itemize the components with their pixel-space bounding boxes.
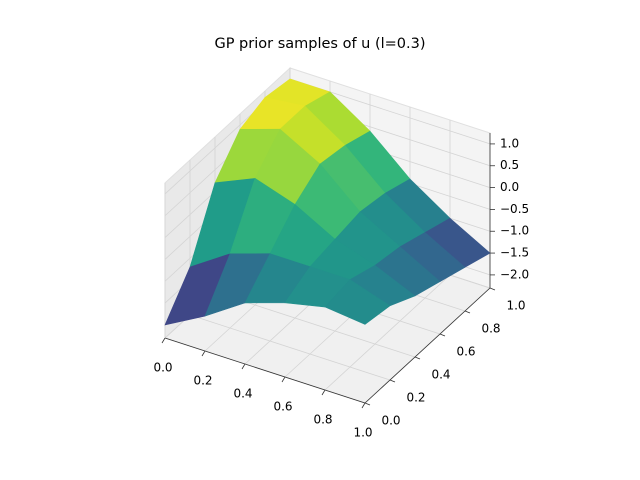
grid-line bbox=[189, 314, 391, 381]
y-tick-label: 0.6 bbox=[456, 345, 475, 359]
tick-mark bbox=[241, 363, 246, 370]
tick-mark bbox=[489, 287, 496, 291]
y-tick-label: 1.0 bbox=[506, 299, 525, 313]
x-tick-label: 0.4 bbox=[233, 387, 252, 401]
x-tick-label: 0.8 bbox=[313, 413, 332, 427]
tick-mark bbox=[389, 379, 396, 383]
x-tick-label: 0.2 bbox=[193, 374, 212, 388]
y-axis-line bbox=[364, 287, 491, 404]
tick-mark bbox=[414, 356, 421, 360]
x-tick-label: 0.6 bbox=[273, 400, 292, 414]
surface-face bbox=[324, 279, 391, 325]
x-tick-label: 1.0 bbox=[353, 426, 372, 440]
tick-mark bbox=[364, 402, 371, 406]
grid-line bbox=[324, 274, 451, 391]
tick-mark bbox=[321, 389, 326, 396]
y-tick-label: 0.2 bbox=[406, 391, 425, 405]
tick-mark bbox=[464, 310, 471, 314]
tick-mark bbox=[439, 333, 446, 337]
z-tick-label: 1.0 bbox=[500, 136, 519, 150]
z-tick-label: −1.0 bbox=[500, 224, 529, 238]
tick-mark bbox=[201, 350, 206, 357]
x-axis-line bbox=[164, 337, 366, 404]
z-tick-label: −2.0 bbox=[500, 267, 529, 281]
z-tick-label: −1.5 bbox=[500, 246, 529, 260]
z-tick-label: 0.5 bbox=[500, 158, 519, 172]
tick-mark bbox=[161, 337, 166, 344]
tick-mark bbox=[281, 376, 286, 383]
y-tick-label: 0.0 bbox=[381, 414, 400, 428]
y-tick-label: 0.4 bbox=[431, 368, 450, 382]
x-tick-label: 0.0 bbox=[153, 361, 172, 375]
z-tick-label: 0.0 bbox=[500, 180, 519, 194]
chart-title: GP prior samples of u (l=0.3) bbox=[214, 36, 425, 52]
z-tick-label: −0.5 bbox=[500, 202, 529, 216]
y-tick-label: 0.8 bbox=[481, 322, 500, 336]
tick-mark bbox=[361, 402, 366, 409]
